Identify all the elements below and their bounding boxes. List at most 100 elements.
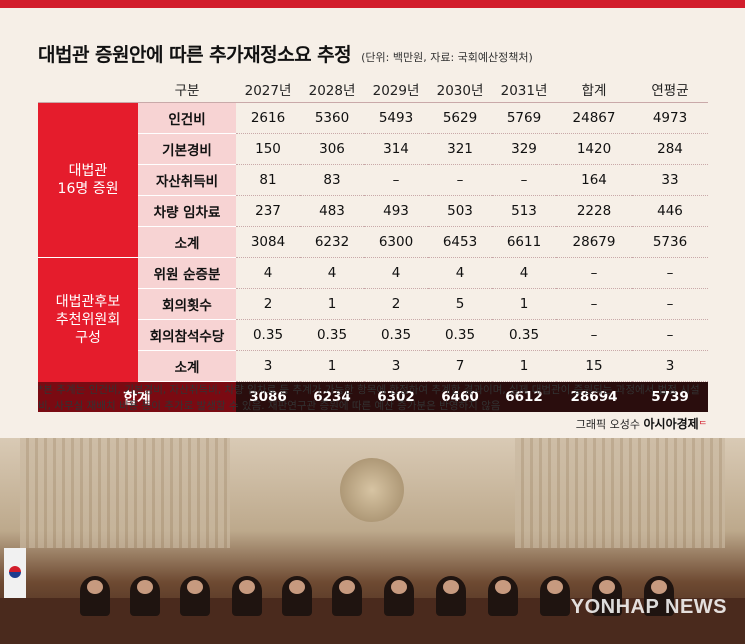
value-cell: 1 [300,288,364,320]
value-cell: 483 [300,195,364,227]
row-label: 회의횟수 [138,288,236,320]
value-cell: 1 [300,350,364,382]
total-label: 합계 [38,381,236,412]
row-label: 회의참석수당 [138,319,236,351]
value-cell: 446 [632,195,708,227]
value-cell: 5629 [428,102,492,134]
budget-table: 구분 2027년 2028년 2029년 2030년 2031년 합계 연평균 … [38,76,708,412]
justice-figure [80,576,110,616]
court-emblem [340,458,404,522]
value-cell: 0.35 [492,319,556,351]
table-row: 자산취득비 81 83– – –164 33 [38,164,708,196]
table-row: 기본경비 150 306 314 321 329 1420 284 [38,133,708,165]
value-cell: – [632,257,708,289]
value-cell: 3 [364,350,428,382]
value-cell: 1 [492,350,556,382]
value-cell: 6611 [492,226,556,258]
value-cell: – [492,164,556,196]
value-cell: 4 [492,257,556,289]
value-cell: 513 [492,195,556,227]
value-cell: 150 [236,133,300,165]
group-label-line: 구성 [75,329,101,346]
value-cell: 4 [428,257,492,289]
group-label-line: 추천위원회 [55,311,121,328]
column-header: 2028년 [300,76,364,103]
value-cell: 0.35 [364,319,428,351]
total-value-cell: 28694 [556,381,632,412]
value-cell: 5493 [364,102,428,134]
table-row: 대법관 16명 증원 인건비 2616 5360 5493 5629 5769 24867 497… [38,102,708,258]
justice-figure [540,576,570,616]
row-label: 소계 [138,226,236,258]
value-cell: 5 [428,288,492,320]
value-cell: 1420 [556,133,632,165]
value-cell: 3 [236,350,300,382]
credit: 그래픽 오성수 아시아경제ᄃ [576,415,707,432]
value-cell: 81 [236,164,300,196]
table-row: 회의참석수당 0.35 0.35 0.35 0.35 0.35– – [38,319,708,351]
column-header: 2031년 [492,76,556,103]
value-cell: – [364,164,428,196]
total-value-cell: 6234 [300,381,364,412]
value-cell: – [632,319,708,351]
justice-figure [384,576,414,616]
row-label: 차량 임차료 [138,195,236,227]
column-header: 2030년 [428,76,492,103]
header-blank [38,76,138,103]
justice-figure [436,576,466,616]
group-label-line: 대법관 [68,163,108,179]
value-cell: 5769 [492,102,556,134]
total-row: 합계 3086 6234 6302 6460 6612 28694 5739 [38,381,708,412]
courtroom-photo: YONHAP NEWS [0,438,745,644]
table-row: 차량 임차료 237 483 493 503 513 2228 446 [38,195,708,227]
national-flag-icon [4,548,26,598]
value-cell: 7 [428,350,492,382]
top-accent-bar [0,0,745,8]
justice-figure [488,576,518,616]
column-header: 구분 [138,76,236,103]
value-cell: 83 [300,164,364,196]
unit-source-note: (단위: 백만원, 자료: 국회예산정책처) [361,51,533,64]
justice-figure [130,576,160,616]
value-cell: 5360 [300,102,364,134]
budget-table-wrap: 구분 2027년 2028년 2029년 2030년 2031년 합계 연평균 … [38,76,708,412]
value-cell: 2 [236,288,300,320]
value-cell: 4 [236,257,300,289]
row-label: 소계 [138,350,236,382]
total-value-cell: 3086 [236,381,300,412]
chart-title: 대법관 증원안에 따른 추가재정소요 추정 [38,44,352,66]
justice-figure [592,576,622,616]
table-row: 대법관후보 추천위원회 구성 위원 순증분 4 4 4 4 4– – [38,257,708,382]
table-row: 회의횟수 2 1 2 5 1– – [38,288,708,320]
total-value-cell: 6302 [364,381,428,412]
table-body: 대법관 16명 증원 인건비 2616 5360 5493 5629 5769 24867 497… [38,102,708,412]
row-label: 인건비 [138,102,236,134]
value-cell: 237 [236,195,300,227]
value-cell: 4973 [632,102,708,134]
justice-figure [232,576,262,616]
brand-mark-icon: ᄃ [698,421,707,431]
table-row: 소계 3084 6232 6300 6453 6611 28679 5736 [38,226,708,258]
value-cell: 15 [556,350,632,382]
group-label: 대법관후보 추천위원회 구성 [38,257,138,382]
value-cell: 3 [632,350,708,382]
row-label: 자산취득비 [138,164,236,196]
value-cell: 314 [364,133,428,165]
value-cell: 3084 [236,226,300,258]
value-cell: – [556,319,632,351]
value-cell: 0.35 [236,319,300,351]
watermark-logo: YONHAP NEWS [570,596,727,618]
value-cell: 329 [492,133,556,165]
justice-figure [332,576,362,616]
value-cell: – [632,288,708,320]
justice-figure [180,576,210,616]
value-cell: 1 [492,288,556,320]
value-cell: – [556,257,632,289]
column-header: 연평균 [632,76,708,103]
value-cell: 493 [364,195,428,227]
value-cell: 5736 [632,226,708,258]
justice-figure [282,576,312,616]
value-cell: 306 [300,133,364,165]
value-cell: 0.35 [300,319,364,351]
value-cell: 6300 [364,226,428,258]
